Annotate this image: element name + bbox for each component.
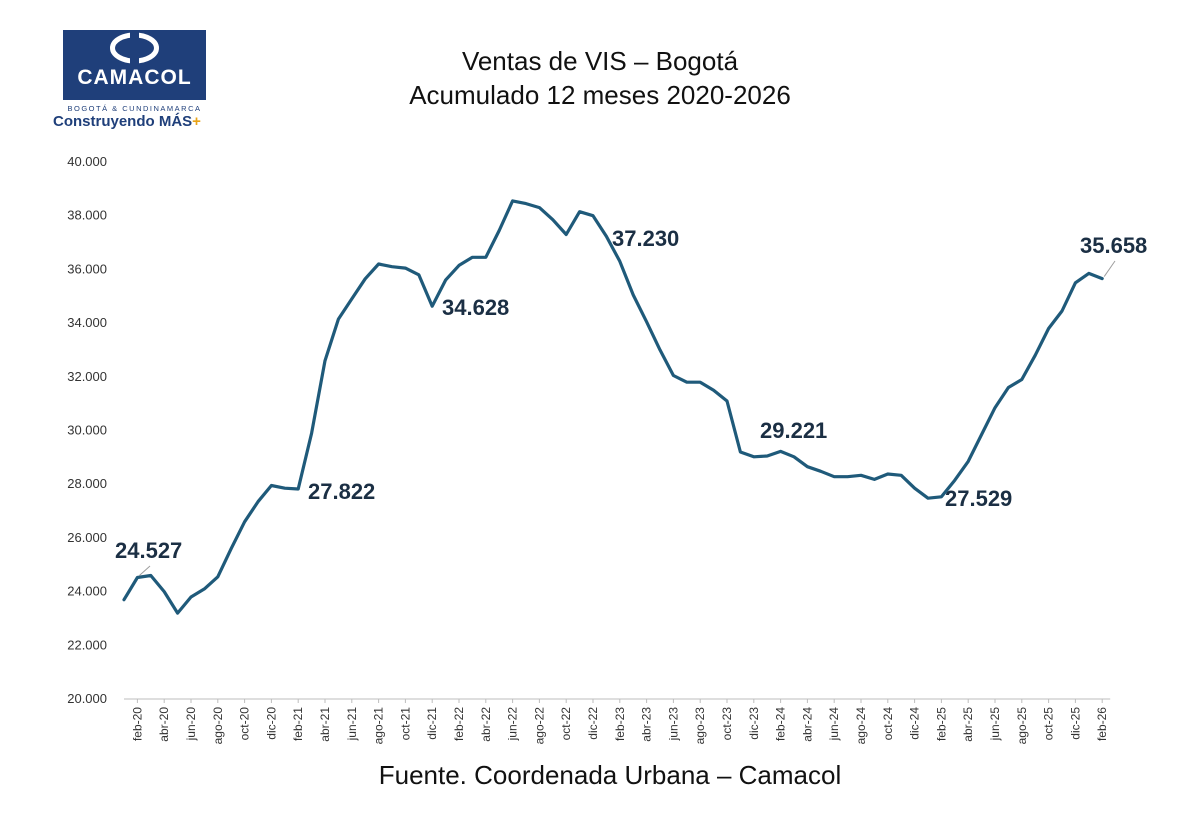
x-tick-label: feb-20 — [130, 707, 144, 741]
data-label: 37.230 — [612, 226, 679, 251]
logo-slogan-text: Construyendo MÁS — [53, 113, 193, 130]
x-tick-label: oct-23 — [720, 707, 734, 741]
x-tick-label: feb-22 — [452, 707, 466, 741]
x-tick-label: jun-25 — [988, 707, 1002, 742]
y-tick-label: 20.000 — [67, 691, 107, 706]
annotation-leader-line — [139, 565, 151, 576]
y-tick-label: 38.000 — [67, 208, 107, 223]
annotation-leader-line — [1103, 260, 1116, 277]
x-tick-label: oct-24 — [881, 707, 895, 741]
y-tick-label: 36.000 — [67, 261, 107, 276]
logo-band: CAMACOL — [63, 30, 206, 100]
camacol-logo: CAMACOL BOGOTÁ & CUNDINAMARCA Construyen… — [53, 30, 223, 130]
logo-slogan-plus: + — [192, 113, 201, 130]
y-tick-label: 30.000 — [67, 423, 107, 438]
chart-title-block: Ventas de VIS – Bogotá Acumulado 12 mese… — [330, 44, 870, 112]
x-tick-label: feb-26 — [1095, 707, 1109, 741]
x-tick-label: feb-25 — [934, 707, 948, 741]
x-tick-label: jun-21 — [345, 707, 359, 742]
x-tick-label: ago-22 — [532, 707, 546, 745]
chart-title: Ventas de VIS – Bogotá — [461, 46, 739, 76]
x-tick-label: jun-23 — [666, 707, 680, 742]
x-tick-label: oct-25 — [1042, 707, 1056, 741]
data-label: 24.527 — [115, 538, 182, 563]
x-tick-label: feb-21 — [291, 707, 305, 741]
x-tick-label: jun-22 — [506, 707, 520, 742]
x-tick-label: ago-23 — [693, 707, 707, 745]
x-tick-label: abr-24 — [800, 707, 814, 742]
chart-subtitle: Acumulado 12 meses 2020-2026 — [409, 80, 791, 110]
x-tick-label: dic-20 — [264, 707, 278, 740]
x-tick-label: feb-24 — [774, 707, 788, 741]
x-tick-label: jun-24 — [827, 707, 841, 742]
y-tick-label: 34.000 — [67, 315, 107, 330]
x-tick-label: ago-21 — [372, 707, 386, 745]
data-label: 27.529 — [945, 486, 1012, 511]
y-tick-label: 32.000 — [67, 369, 107, 384]
x-tick-label: abr-21 — [318, 707, 332, 742]
x-tick-label: jun-20 — [184, 707, 198, 742]
x-tick-label: dic-23 — [747, 707, 761, 740]
x-tick-label: oct-22 — [559, 707, 573, 741]
y-tick-label: 28.000 — [67, 476, 107, 491]
x-tick-label: abr-20 — [157, 707, 171, 742]
logo-slogan: Construyendo MÁS+ — [53, 113, 201, 130]
source-footer: Fuente. Coordenada Urbana – Camacol — [378, 760, 842, 790]
data-label: 27.822 — [308, 479, 375, 504]
x-tick-label: ago-25 — [1015, 707, 1029, 745]
data-label: 29.221 — [760, 418, 827, 443]
logo-emblem-icon — [110, 32, 159, 64]
x-tick-label: ago-20 — [211, 707, 225, 745]
x-tick-label: dic-25 — [1068, 707, 1082, 740]
x-tick-label: ago-24 — [854, 707, 868, 745]
series-line — [122, 199, 1104, 615]
x-tick-label: abr-25 — [961, 707, 975, 742]
x-tick-label: dic-22 — [586, 707, 600, 740]
y-tick-label: 22.000 — [67, 637, 107, 652]
x-tick-label: oct-20 — [238, 707, 252, 741]
x-tick-label: oct-21 — [398, 707, 412, 741]
x-tick-label: abr-22 — [479, 707, 493, 742]
x-tick-label: dic-21 — [425, 707, 439, 740]
logo-name: CAMACOL — [77, 66, 192, 89]
y-tick-label: 40.000 — [67, 154, 107, 169]
y-tick-label: 26.000 — [67, 530, 107, 545]
x-tick-label: abr-23 — [640, 707, 654, 742]
data-label: 35.658 — [1080, 233, 1147, 258]
x-tick-label: feb-23 — [613, 707, 627, 741]
y-tick-label: 24.000 — [67, 584, 107, 599]
x-tick-label: dic-24 — [908, 707, 922, 740]
data-label: 34.628 — [442, 295, 509, 320]
logo-subtitle: BOGOTÁ & CUNDINAMARCA — [67, 104, 202, 113]
